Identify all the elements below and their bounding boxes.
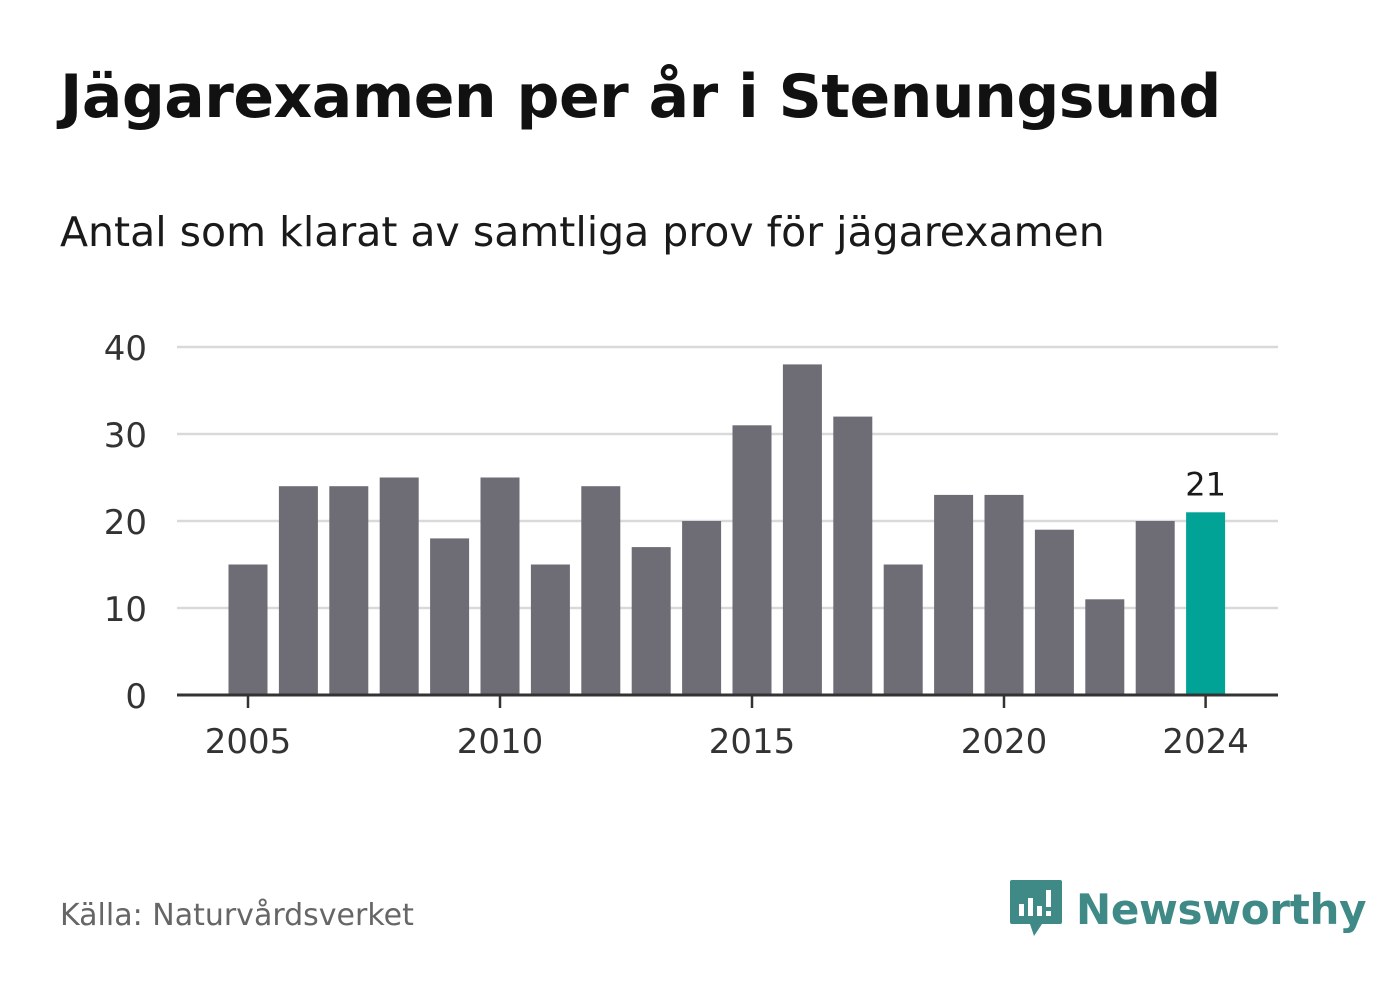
bar [1085, 599, 1125, 695]
y-tick-label: 30 [104, 416, 147, 456]
source-label: Källa: [60, 898, 143, 933]
bar [833, 416, 873, 695]
bar [883, 564, 923, 695]
bar [278, 486, 318, 695]
chart-subtitle: Antal som klarat av samtliga prov för jä… [60, 208, 1105, 256]
bar [430, 538, 470, 695]
x-tick-label: 2010 [457, 722, 544, 762]
bar [782, 364, 822, 695]
x-tick-label: 2015 [709, 722, 796, 762]
bar [631, 547, 671, 695]
highlight-bar [1186, 512, 1226, 695]
y-tick-label: 20 [104, 503, 147, 543]
bar [228, 564, 268, 695]
y-tick-label: 10 [104, 590, 147, 630]
bar [984, 494, 1024, 695]
source-credit: Källa: Naturvårdsverket [60, 898, 414, 933]
y-tick-label: 40 [104, 329, 147, 369]
bar [682, 521, 722, 695]
y-tick-label: 0 [125, 677, 147, 717]
bar [1135, 521, 1175, 695]
source-name: Naturvårdsverket [152, 898, 414, 933]
x-tick-label: 2005 [205, 722, 292, 762]
bar [581, 486, 621, 695]
bar [732, 425, 772, 695]
bar [1034, 529, 1074, 695]
chart-title: Jägarexamen per år i Stenungsund [60, 62, 1221, 132]
x-tick-label: 2024 [1162, 722, 1249, 762]
bar-chart-speech-bubble-icon [1010, 880, 1062, 936]
bar [530, 564, 570, 695]
data-label: 21 [1185, 465, 1226, 503]
bar [480, 477, 520, 695]
bar [329, 486, 369, 695]
bar [379, 477, 419, 695]
brand-name: Newsworthy [1076, 884, 1367, 934]
bar-chart: 0 10 20 30 40 21 2005 2010 2015 2020 2024 [104, 329, 1278, 762]
bar [934, 494, 974, 695]
x-tick-label: 2020 [961, 722, 1048, 762]
brand-logo: Newsworthy [1008, 878, 1366, 940]
